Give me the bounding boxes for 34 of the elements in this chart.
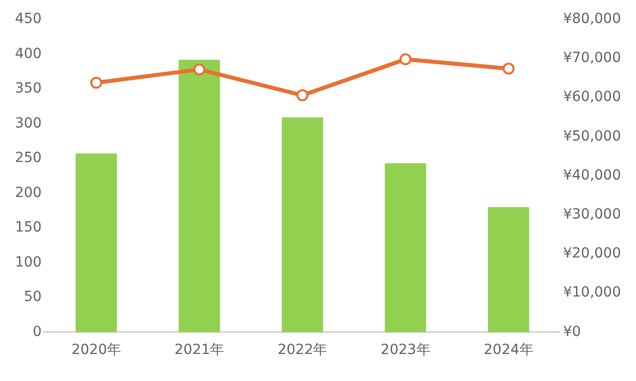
point bbox=[502, 62, 515, 75]
y2-tick-label: ¥60,000 bbox=[563, 89, 622, 106]
y-tick-label: 350 bbox=[14, 80, 42, 97]
y-tick-label: 50 bbox=[24, 289, 42, 306]
point bbox=[399, 53, 412, 66]
point bbox=[193, 63, 206, 76]
y-tick-label: 450 bbox=[14, 11, 42, 28]
y-tick-label: 400 bbox=[14, 46, 42, 62]
y-tick-label: 250 bbox=[14, 150, 42, 166]
bar bbox=[488, 207, 530, 332]
point bbox=[296, 89, 308, 102]
y2-tick-label: ¥0 bbox=[563, 324, 581, 340]
bar bbox=[76, 154, 117, 332]
y2-tick-label: ¥20,000 bbox=[563, 246, 622, 262]
y-tick-label: 0 bbox=[32, 324, 42, 340]
y2-tick-label: ¥50,000 bbox=[563, 128, 622, 144]
y-tick-label: 300 bbox=[14, 115, 42, 132]
x-tick-label: 2022年 bbox=[278, 342, 328, 358]
y-tick-label: 200 bbox=[14, 184, 42, 201]
x-tick-label: 2023年 bbox=[380, 342, 430, 358]
x-tick-label: 2024年 bbox=[484, 342, 534, 358]
y2-tick-label: ¥70,000 bbox=[563, 50, 622, 66]
bar bbox=[282, 117, 324, 332]
y2-tick-label: ¥30,000 bbox=[563, 206, 622, 223]
x-tick-label: 2020年 bbox=[71, 342, 122, 358]
y-tick-label: 150 bbox=[14, 220, 42, 236]
bar bbox=[384, 163, 426, 332]
y-tick-label: 100 bbox=[14, 254, 42, 270]
y2-tick-label: ¥10,000 bbox=[563, 284, 622, 301]
y2-tick-label: ¥80,000 bbox=[563, 11, 622, 28]
point bbox=[90, 76, 102, 89]
bar bbox=[178, 60, 220, 332]
y2-tick-label: ¥40,000 bbox=[563, 167, 622, 184]
x-tick-label: 2021年 bbox=[174, 342, 224, 358]
